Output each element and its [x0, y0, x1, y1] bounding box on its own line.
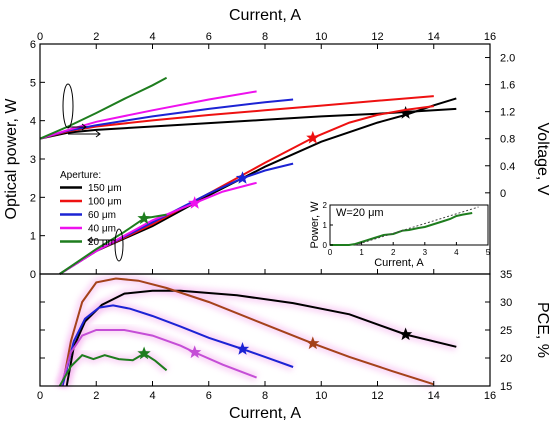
bottom-axis-xtick-label-5: 10: [315, 390, 327, 402]
top-left-ytick-label-1: 1: [30, 231, 36, 243]
top-left-ytick-label-4: 4: [30, 116, 36, 128]
power-line-4: [59, 213, 167, 275]
inset-y-axis-label: Power, W: [309, 201, 321, 249]
top-axis-xtick-label-2: 4: [149, 31, 155, 43]
voltage-line-1: [39, 95, 434, 140]
inset-ytick-label-1: 1: [323, 221, 328, 230]
power-curves-ellipse: [114, 228, 124, 262]
top-right-ytick-label-1: 0.4: [500, 161, 515, 173]
bottom-right-ytick-label-2: 25: [500, 325, 512, 337]
top-right-ytick-label-5: 2.0: [500, 53, 515, 65]
pce-line-1: [61, 277, 435, 387]
power-star-4: [137, 211, 151, 225]
inset-power-line: [330, 212, 473, 246]
top-axis-xtick-label-5: 10: [315, 31, 327, 43]
inset-fit-line: [355, 206, 479, 246]
top-left-ytick-label-0: 0: [30, 269, 36, 281]
power-star-1: [306, 130, 320, 144]
bottom-x-axis-label: Current, A: [229, 405, 301, 422]
pce-star-1: [306, 336, 320, 350]
inset-xtick-label-0: 0: [328, 248, 333, 257]
voltage-arrow-lower: [68, 130, 101, 138]
top-axis-xtick-label-0: 0: [37, 31, 43, 43]
top-axis-xtick-label-7: 14: [428, 31, 440, 43]
bottom-right-ytick-label-1: 20: [500, 353, 512, 365]
voltage-line-4: [39, 76, 168, 140]
inset-xtick-label-5: 5: [486, 248, 491, 257]
legend-label-0: 150 μm: [88, 183, 122, 194]
voltage-arrow-upper: [68, 123, 87, 131]
bottom-right-ytick-label-4: 35: [500, 269, 512, 281]
power-star-0: [399, 106, 413, 119]
bottom-axis-xtick-label-7: 14: [428, 390, 440, 402]
top-left-ytick-label-5: 5: [30, 77, 36, 89]
pce-star-3: [188, 345, 202, 359]
pce-line-3: [60, 329, 257, 387]
optical-power-axis-label: Optical power, W: [3, 98, 20, 220]
legend-label-2: 60 μm: [88, 210, 116, 221]
pce-line-4: [58, 352, 168, 387]
top-axis-xtick-label-6: 12: [371, 31, 383, 43]
bottom-axis-xtick-label-0: 0: [37, 390, 43, 402]
top-right-ytick-label-0: 0: [500, 188, 506, 200]
top-x-axis-label: Current, A: [229, 7, 301, 24]
top-right-ytick-label-2: 0.8: [500, 134, 515, 146]
power-line-3: [59, 181, 257, 275]
bottom-axis-xtick-label-8: 16: [484, 390, 496, 402]
inset-xtick-label-2: 2: [391, 248, 396, 257]
bottom-axis-xtick-label-3: 6: [206, 390, 212, 402]
top-left-ytick-label-2: 2: [30, 192, 36, 204]
inset-ytick-label-2: 2: [323, 201, 328, 210]
top-right-ytick-label-3: 1.2: [500, 107, 515, 119]
bottom-axis-xtick-label-6: 12: [371, 390, 383, 402]
legend-title: Aperture:: [60, 170, 101, 181]
inset-ytick-label-0: 0: [323, 241, 328, 250]
pce-star-2: [235, 342, 250, 355]
voltage-curves-ellipse: [62, 83, 74, 129]
top-axis-xtick-label-4: 8: [262, 31, 268, 43]
bottom-axis-xtick-label-2: 4: [149, 390, 155, 402]
pce-star-0: [399, 327, 413, 341]
pce-line-0: [65, 289, 457, 387]
inset-xtick-label-3: 3: [423, 248, 428, 257]
legend-label-1: 100 μm: [88, 197, 122, 208]
inset-xtick-label-1: 1: [359, 248, 364, 257]
inset-x-axis-label: Current, A: [374, 257, 424, 269]
pce-axis-label: PCE, %: [534, 302, 550, 358]
inset-frame: [329, 204, 489, 246]
pce-star-4: [137, 346, 151, 360]
legend-label-4: 20 μm: [88, 237, 116, 248]
voltage-line-3: [39, 90, 257, 140]
power-arrow-left: [87, 236, 115, 244]
power-star-2: [235, 171, 250, 184]
inset-title: W=20 μm: [336, 207, 384, 219]
pce-line-2: [61, 304, 294, 387]
bottom-axis-xtick-label-4: 8: [262, 390, 268, 402]
power-star-3: [188, 196, 202, 209]
top-right-ytick-label-4: 1.6: [500, 80, 515, 92]
bottom-right-ytick-label-3: 30: [500, 297, 512, 309]
bottom-right-ytick-label-0: 15: [500, 381, 512, 393]
top-left-ytick-label-6: 6: [30, 39, 36, 51]
bottom-axis-xtick-label-1: 2: [93, 390, 99, 402]
top-axis-xtick-label-1: 2: [93, 31, 99, 43]
top-left-ytick-label-3: 3: [30, 154, 36, 166]
top-axis-xtick-label-8: 16: [484, 31, 496, 43]
legend-label-3: 40 μm: [88, 224, 116, 235]
voltage-axis-label: Voltage, V: [534, 123, 550, 196]
inset-xtick-label-4: 4: [454, 248, 459, 257]
top-axis-xtick-label-3: 6: [206, 31, 212, 43]
